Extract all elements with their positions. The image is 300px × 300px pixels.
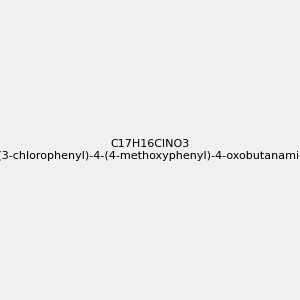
Text: C17H16ClNO3
N-(3-chlorophenyl)-4-(4-methoxyphenyl)-4-oxobutanamide: C17H16ClNO3 N-(3-chlorophenyl)-4-(4-meth… [0,139,300,161]
